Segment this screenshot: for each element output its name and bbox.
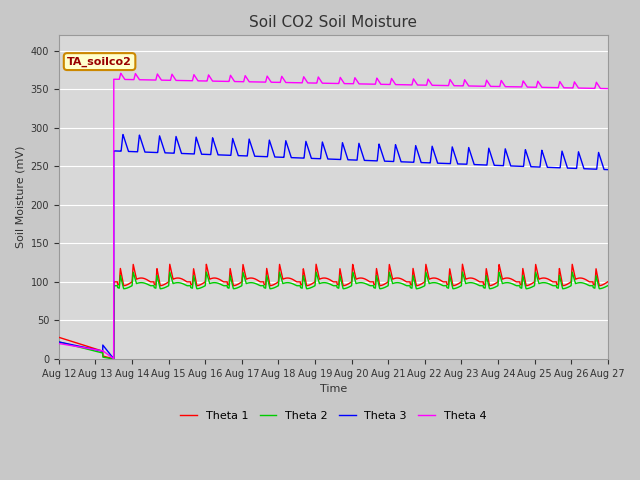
Theta 2: [384, 283, 392, 288]
Theta 4: [465, 83, 472, 89]
Line: Theta 4: Theta 4: [59, 73, 608, 359]
Theta 4: [117, 71, 125, 76]
Theta 1: [465, 276, 472, 281]
X-axis label: Time: Time: [319, 384, 347, 394]
Theta 3: [265, 141, 273, 147]
Theta 2: [465, 280, 472, 286]
Theta 3: [385, 158, 392, 164]
Theta 3: [465, 145, 472, 151]
Theta 1: [265, 276, 273, 282]
Theta 2: [506, 280, 514, 286]
Theta 3: [506, 162, 514, 168]
Theta 1: [110, 356, 118, 362]
Theta 4: [604, 86, 612, 92]
Theta 3: [110, 356, 118, 361]
Theta 3: [412, 144, 420, 149]
Theta 4: [385, 82, 392, 87]
Theta 3: [155, 139, 163, 145]
Theta 1: [412, 281, 420, 287]
Theta 3: [604, 167, 612, 172]
Legend: Theta 1, Theta 2, Theta 3, Theta 4: Theta 1, Theta 2, Theta 3, Theta 4: [176, 407, 491, 425]
Theta 2: [155, 280, 163, 286]
Theta 3: [119, 132, 127, 137]
Title: Soil CO2 Soil Moisture: Soil CO2 Soil Moisture: [250, 15, 417, 30]
Theta 1: [384, 279, 392, 285]
Theta 4: [412, 80, 420, 85]
Line: Theta 3: Theta 3: [59, 134, 608, 359]
Text: TA_soilco2: TA_soilco2: [67, 57, 132, 67]
Theta 4: [155, 73, 163, 79]
Theta 4: [265, 76, 273, 82]
Theta 1: [506, 276, 514, 281]
Theta 2: [604, 283, 612, 288]
Theta 1: [604, 279, 612, 285]
Theta 3: [55, 339, 63, 345]
Theta 2: [459, 269, 467, 275]
Theta 2: [265, 281, 273, 287]
Line: Theta 1: Theta 1: [59, 264, 608, 359]
Theta 1: [155, 275, 163, 281]
Theta 2: [412, 284, 420, 290]
Line: Theta 2: Theta 2: [59, 272, 608, 359]
Theta 2: [110, 356, 118, 362]
Theta 4: [110, 356, 118, 362]
Theta 1: [55, 335, 63, 340]
Theta 4: [506, 84, 514, 90]
Theta 1: [459, 261, 467, 267]
Theta 4: [55, 341, 63, 347]
Theta 2: [55, 339, 63, 345]
Y-axis label: Soil Moisture (mV): Soil Moisture (mV): [15, 146, 25, 248]
